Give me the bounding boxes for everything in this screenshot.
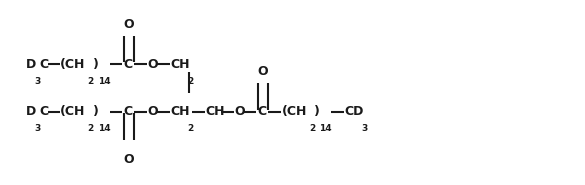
Text: O: O [123, 152, 135, 166]
Text: C: C [123, 105, 132, 118]
Text: 2: 2 [187, 77, 194, 86]
Text: 14: 14 [98, 77, 111, 86]
Text: C: C [39, 105, 49, 118]
Text: 14: 14 [98, 125, 111, 133]
Text: 2: 2 [88, 125, 94, 133]
Text: (CH: (CH [281, 105, 307, 118]
Text: CH: CH [206, 105, 225, 118]
Text: C: C [123, 58, 132, 71]
Text: 2: 2 [309, 125, 315, 133]
Text: D: D [26, 58, 36, 71]
Text: 14: 14 [319, 125, 332, 133]
Text: 2: 2 [88, 77, 94, 86]
Text: CD: CD [345, 105, 364, 118]
Text: D: D [26, 105, 36, 118]
Text: O: O [147, 58, 158, 71]
Text: ): ) [93, 105, 99, 118]
Text: CH: CH [170, 105, 190, 118]
Text: O: O [234, 105, 245, 118]
Text: 3: 3 [34, 125, 40, 133]
Text: 3: 3 [361, 125, 367, 133]
Text: ): ) [93, 58, 99, 71]
Text: O: O [123, 18, 135, 31]
Text: O: O [257, 65, 268, 78]
Text: ): ) [314, 105, 320, 118]
Text: CH: CH [170, 58, 190, 71]
Text: 2: 2 [187, 125, 194, 133]
Text: C: C [39, 58, 49, 71]
Text: O: O [147, 105, 158, 118]
Text: 3: 3 [34, 77, 40, 86]
Text: C: C [257, 105, 266, 118]
Text: (CH: (CH [60, 105, 85, 118]
Text: (CH: (CH [60, 58, 85, 71]
